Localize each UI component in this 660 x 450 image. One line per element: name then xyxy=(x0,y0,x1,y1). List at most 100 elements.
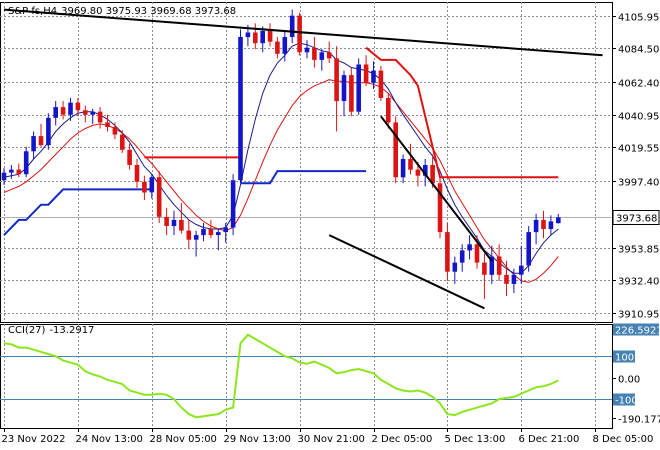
candle-body xyxy=(334,58,339,102)
candle-body xyxy=(452,262,458,272)
candle-body xyxy=(556,217,561,224)
candle xyxy=(38,123,44,147)
cci-level-label: 226.5921 xyxy=(613,323,660,337)
candle-body xyxy=(393,122,398,178)
candle-body xyxy=(149,177,155,193)
stop-line-red xyxy=(365,46,559,179)
candle-body xyxy=(341,75,347,101)
candle xyxy=(1,168,7,185)
candle-body xyxy=(423,165,428,176)
y-tick-label: 4084.50 xyxy=(618,45,659,56)
candle-body xyxy=(46,117,51,146)
candle-body xyxy=(482,262,487,275)
candle-body xyxy=(193,235,199,240)
cci-line xyxy=(3,333,559,419)
candle xyxy=(267,23,273,47)
candle-body xyxy=(349,75,354,112)
candle xyxy=(378,66,384,101)
candle xyxy=(53,101,58,126)
candle-body xyxy=(445,232,450,272)
candle xyxy=(216,229,221,251)
candle xyxy=(289,9,295,44)
candle-body xyxy=(1,172,7,181)
candle xyxy=(519,245,524,284)
candle-body xyxy=(489,256,495,275)
trendline xyxy=(380,115,493,262)
candle xyxy=(9,165,14,179)
candle xyxy=(275,37,280,59)
candle-body xyxy=(201,229,206,236)
candle xyxy=(112,122,118,140)
candle-body xyxy=(208,229,214,236)
candle xyxy=(334,46,339,132)
trendline xyxy=(328,234,485,310)
candle-body xyxy=(526,232,531,266)
candle-body xyxy=(23,151,29,175)
last-price-label: 3973.68 xyxy=(612,210,660,225)
candle xyxy=(312,37,317,68)
axes: 4105.95 4084.50 4062.40 4040.95 4019.55 3997.… xyxy=(2,13,660,446)
candle-body xyxy=(408,159,413,170)
candle xyxy=(445,223,450,281)
candle xyxy=(31,131,36,159)
candle-body xyxy=(326,52,332,59)
candle xyxy=(304,40,310,59)
candle xyxy=(541,210,546,239)
candle xyxy=(526,226,531,272)
y-tick-label: 3953.85 xyxy=(618,245,659,256)
candle-body xyxy=(504,274,509,284)
candle xyxy=(511,268,517,293)
candle-body xyxy=(312,47,317,60)
candle xyxy=(127,143,132,170)
candle-body xyxy=(186,230,192,240)
price-series xyxy=(1,8,603,310)
cci-tick-label: 0.00 xyxy=(618,375,640,386)
cci-level-label: -100 xyxy=(613,393,638,407)
y-tick-label: 3910.95 xyxy=(618,310,659,321)
x-tick-label: 23 Nov 2022 xyxy=(2,434,66,445)
candle-body xyxy=(156,177,162,217)
candle-body xyxy=(171,219,177,226)
candle xyxy=(60,101,66,120)
candle xyxy=(363,55,369,86)
slow-ma-line xyxy=(3,79,559,283)
cci-tick-label: -100 xyxy=(615,396,638,407)
candle xyxy=(105,114,110,132)
candle xyxy=(400,154,406,184)
candle-body xyxy=(430,165,435,184)
candle-body xyxy=(319,52,325,60)
candle-body xyxy=(230,180,236,228)
candle xyxy=(371,61,376,89)
symbol-header: S&P fs,H4 3969.80 3975.93 3969.68 3973.68 xyxy=(8,6,236,17)
candle-body xyxy=(238,37,243,181)
candle-body xyxy=(415,169,421,176)
candle xyxy=(282,31,288,62)
stop-line-blue xyxy=(3,187,153,236)
candle xyxy=(356,58,361,115)
candle-body xyxy=(533,219,539,233)
candle xyxy=(297,12,302,56)
y-tick-label: 4019.55 xyxy=(618,144,659,155)
candle xyxy=(223,223,228,243)
candle-body xyxy=(9,169,14,173)
candle-body xyxy=(356,64,361,112)
candle-body xyxy=(267,31,273,42)
candle-body xyxy=(548,221,554,229)
candle-body xyxy=(38,136,44,146)
candle-body xyxy=(142,181,147,193)
candle xyxy=(393,116,398,184)
cci-tick-label: 226.5921 xyxy=(615,326,660,337)
y-tick-label: 4040.95 xyxy=(618,112,659,123)
candle-body xyxy=(297,15,302,53)
y-tick-label: 3932.40 xyxy=(618,277,659,288)
candle-body xyxy=(90,111,95,115)
cci-level-label: 100 xyxy=(613,350,635,364)
x-tick-label: 2 Dec 05:00 xyxy=(372,434,433,445)
x-tick-label: 29 Nov 13:00 xyxy=(224,434,291,445)
cci-level-box xyxy=(613,323,659,336)
candle-body xyxy=(68,102,73,115)
candle-body xyxy=(304,47,310,53)
candle xyxy=(201,223,206,242)
cci-tick-label: 100 xyxy=(615,353,634,364)
candle-body xyxy=(223,227,228,233)
